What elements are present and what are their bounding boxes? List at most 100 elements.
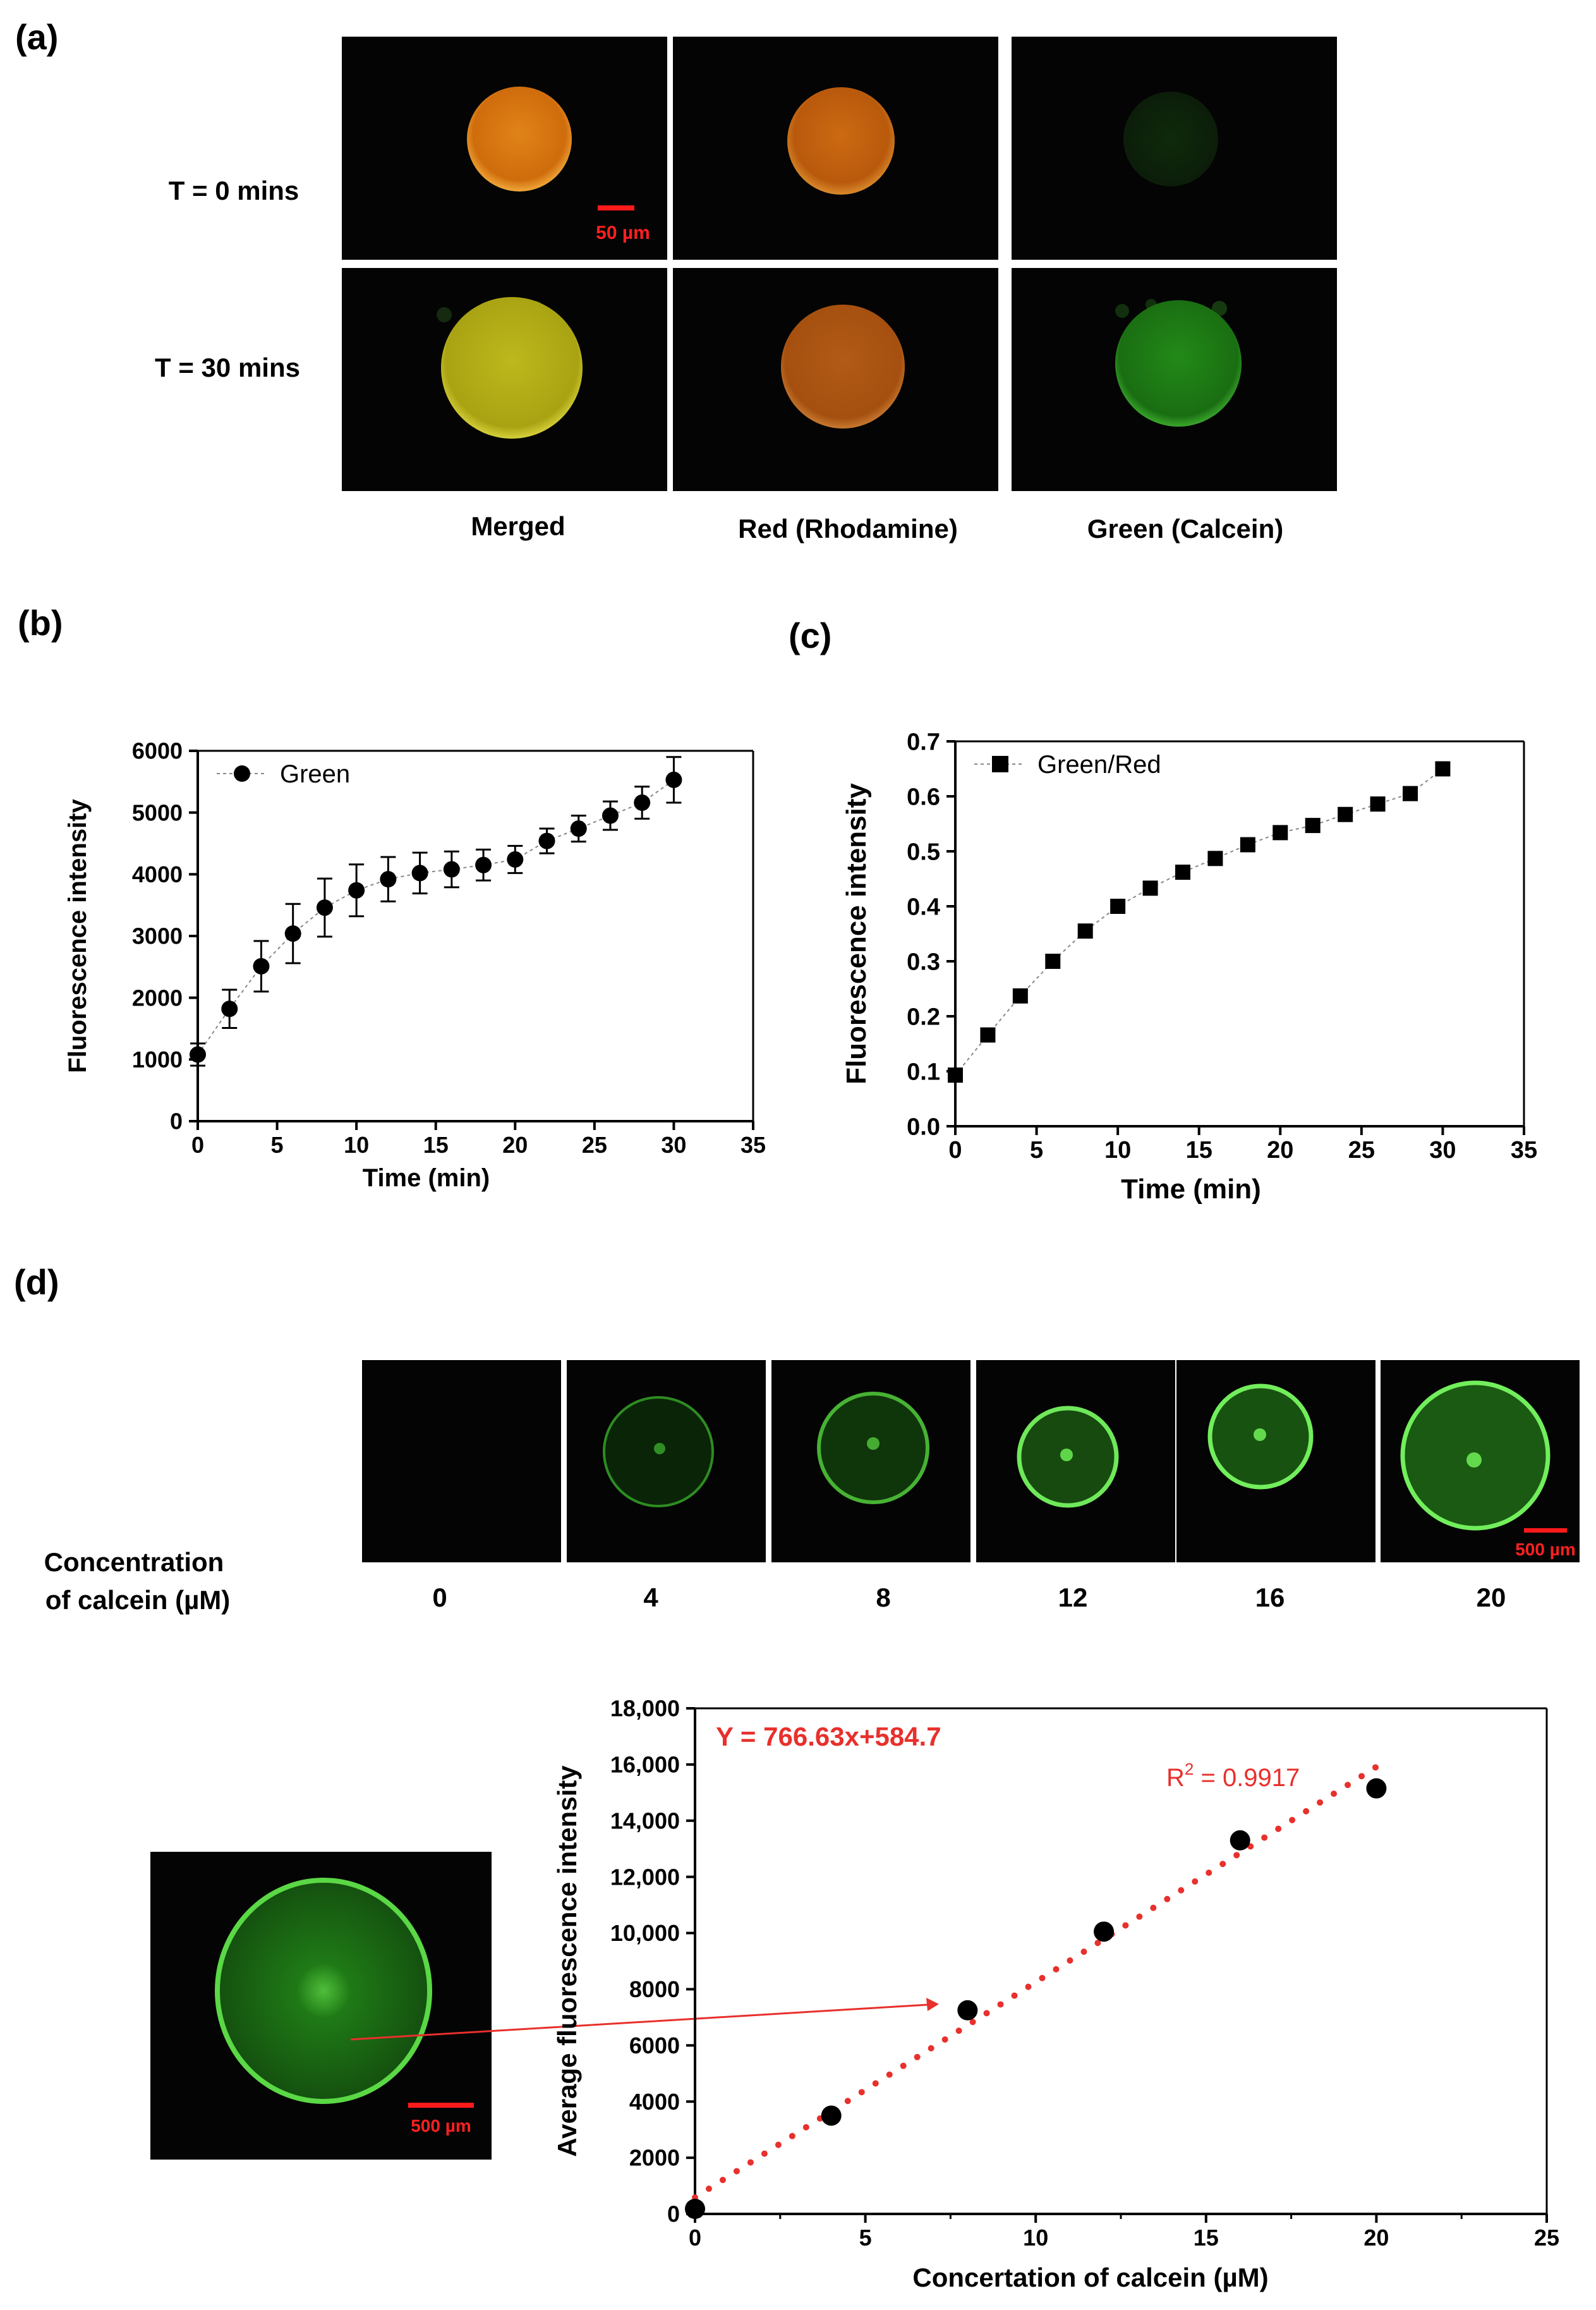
conc-axis-label-line2: of calcein (µM) xyxy=(45,1585,231,1615)
x-tick-label: 20 xyxy=(1267,1137,1293,1164)
col-label-red: Red (Rhodamine) xyxy=(738,514,958,544)
data-point xyxy=(1273,825,1288,841)
panel-label-c: (c) xyxy=(789,616,831,655)
x-tick-label: 25 xyxy=(582,1132,607,1158)
conc-axis-label-line1: Concentration xyxy=(44,1547,224,1577)
series-line xyxy=(197,779,675,1055)
y-tick-label: 3000 xyxy=(132,923,183,949)
scale-bar-line xyxy=(598,205,634,210)
chart-d: 0 5 10 15 20 25 0 2000 4000 6000 8000 10,000 12,000 1… xyxy=(552,1696,1559,2292)
x-tick-label: 0 xyxy=(948,1137,962,1164)
image-merged-t30 xyxy=(342,268,667,491)
legend-label: Green/Red xyxy=(1037,751,1161,779)
image-conc-20: 500 µm xyxy=(1381,1360,1580,1562)
data-point xyxy=(1045,954,1061,969)
y-tick-label: 0.5 xyxy=(907,839,940,865)
image-conc-12 xyxy=(976,1360,1175,1562)
data-point xyxy=(1110,899,1126,914)
y-tick-label: 0 xyxy=(667,2201,680,2227)
y-axis-title: Average fluorescence intensity xyxy=(552,1765,582,2157)
data-point xyxy=(634,794,651,812)
image-merged-t0: 50 µm xyxy=(342,37,667,260)
y-tick-label: 0.1 xyxy=(907,1059,940,1085)
y-tick-label: 8000 xyxy=(629,1976,680,2002)
x-tick-label: 15 xyxy=(1194,2225,1219,2251)
data-point xyxy=(1435,761,1451,777)
chart-b: 0 5 10 15 20 25 30 35 0 1000 2000 3000 4000 5000 6000 T… xyxy=(64,738,766,1192)
image-conc-16 xyxy=(1176,1360,1375,1562)
pointer-arrow xyxy=(350,1998,939,2041)
data-point xyxy=(348,882,365,899)
y-tick-label: 0.7 xyxy=(907,729,940,755)
image-red-t30 xyxy=(673,268,998,491)
data-point xyxy=(1403,786,1418,801)
x-tick-label: 25 xyxy=(1534,2225,1559,2251)
y-tick-label: 16,000 xyxy=(610,1751,680,1777)
image-red-t0 xyxy=(673,37,998,260)
x-tick-label: 15 xyxy=(1186,1137,1212,1164)
y-tick-label: 6000 xyxy=(629,2033,680,2058)
y-tick-label: 14,000 xyxy=(610,1808,680,1833)
x-tick-label: 35 xyxy=(1511,1137,1537,1164)
data-point xyxy=(821,2105,842,2126)
data-point xyxy=(685,2199,705,2219)
data-point xyxy=(1175,865,1190,880)
y-tick-label: 0.0 xyxy=(907,1114,940,1140)
inset-scale-bar-label: 500 µm xyxy=(411,2116,471,2136)
data-point xyxy=(221,1000,238,1018)
col-label-merged: Merged xyxy=(471,511,565,541)
x-tick-label: 10 xyxy=(1023,2225,1048,2251)
y-tick-label: 6000 xyxy=(132,738,183,764)
data-point xyxy=(284,925,301,942)
data-point xyxy=(1094,1921,1115,1942)
conc-label: 4 xyxy=(643,1583,658,1612)
x-tick-label: 10 xyxy=(1104,1137,1131,1164)
y-tick-label: 0.6 xyxy=(907,784,940,810)
data-point xyxy=(665,771,682,788)
y-tick-label: 12,000 xyxy=(610,1864,680,1890)
x-tick-label: 0 xyxy=(191,1132,204,1158)
r-squared-prefix: R xyxy=(1166,1764,1185,1792)
x-tick-label: 35 xyxy=(741,1132,766,1158)
legend-marker xyxy=(234,765,250,782)
y-tick-label: 0 xyxy=(170,1109,183,1134)
y-axis-title: Fluorescence intensity xyxy=(841,783,872,1085)
strip-scale-bar-line xyxy=(1524,1528,1567,1533)
data-point xyxy=(1230,1830,1250,1851)
data-point xyxy=(1305,818,1321,834)
data-point xyxy=(411,865,428,882)
x-axis-title: Time (min) xyxy=(1121,1174,1261,1205)
data-point xyxy=(980,1027,996,1043)
image-conc-8 xyxy=(771,1360,970,1562)
data-point xyxy=(1240,837,1255,853)
panel-label-d: (d) xyxy=(14,1262,59,1302)
data-point xyxy=(443,861,460,878)
col-label-green: Green (Calcein) xyxy=(1087,514,1283,544)
y-tick-label: 0.4 xyxy=(907,894,940,920)
x-tick-label: 30 xyxy=(1429,1137,1456,1164)
y-tick-label: 2000 xyxy=(132,985,183,1011)
y-tick-label: 18,000 xyxy=(610,1696,680,1722)
x-tick-label: 20 xyxy=(1363,2225,1389,2251)
conc-label: 20 xyxy=(1477,1583,1506,1612)
x-tick-label: 30 xyxy=(661,1132,686,1158)
x-tick-label: 5 xyxy=(859,2225,872,2251)
panel-label-a: (a) xyxy=(15,17,58,57)
fit-equation: Y = 766.63x+584.7 xyxy=(716,1722,941,1751)
y-tick-label: 5000 xyxy=(132,799,183,825)
conc-label: 0 xyxy=(432,1583,447,1612)
conc-label: 16 xyxy=(1255,1583,1285,1612)
strip-scale-bar-label: 500 µm xyxy=(1515,1540,1576,1559)
series-line xyxy=(955,768,1444,1076)
data-point xyxy=(380,871,397,888)
r-squared: R2 = 0.9917 xyxy=(1166,1760,1300,1792)
data-point xyxy=(570,820,587,837)
y-tick-label: 1000 xyxy=(132,1047,183,1073)
x-tick-label: 15 xyxy=(423,1132,449,1158)
data-point xyxy=(948,1067,963,1083)
data-point xyxy=(253,957,270,975)
x-axis-title: Concertation of calcein (µM) xyxy=(912,2263,1268,2292)
data-point xyxy=(957,2000,978,2021)
chart-c: 0 5 10 15 20 25 30 35 0.0 0.1 0.2 0.3 0.4 0.5 0.6 0.7 Ti… xyxy=(841,729,1537,1205)
